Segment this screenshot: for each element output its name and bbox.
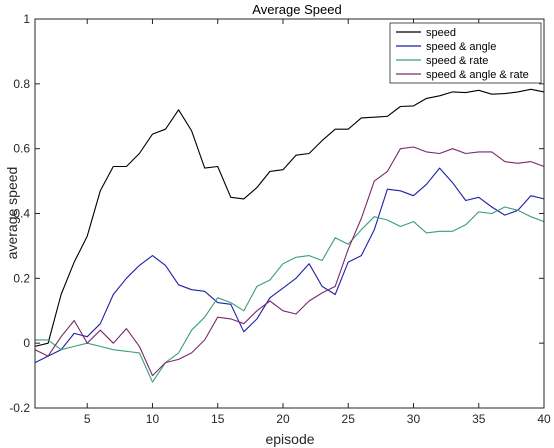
- series-line-1: [34, 88, 545, 347]
- legend-label-2: speed & angle: [426, 41, 496, 53]
- y-tick-label: 0.6: [13, 142, 30, 156]
- ticks-layer: 5 10 15 20 25 30 35 40 -0.2 0 0.2 0.4 0.6 0.8 1: [9, 12, 551, 426]
- legend: speed speed & angle speed & rate speed & an…: [389, 22, 542, 84]
- x-tick-label: 5: [84, 412, 91, 426]
- x-tick-label: 25: [342, 412, 356, 426]
- y-tick-label: -0.2: [9, 401, 30, 415]
- series-line-4: [34, 146, 545, 377]
- y-tick-label: 0.2: [13, 271, 30, 285]
- y-tick-label: 1: [23, 12, 30, 26]
- legend-label-3: speed & rate: [426, 55, 488, 67]
- chart-title: Average Speed: [252, 2, 341, 17]
- series-line-2: [34, 167, 545, 364]
- y-axis-label: average speed: [4, 167, 20, 260]
- legend-label-4: speed & angle & rate: [426, 69, 529, 81]
- legend-label-1: speed: [426, 27, 456, 39]
- y-tick-label: 0: [23, 336, 30, 350]
- y-tick-label: 0.4: [13, 207, 30, 221]
- x-tick-label: 10: [146, 412, 160, 426]
- legend-box: [389, 22, 542, 84]
- x-tick-label: 40: [537, 412, 551, 426]
- plot-area: [35, 19, 544, 408]
- series-layer: [34, 88, 545, 383]
- y-tick-label: 0.8: [13, 77, 30, 91]
- x-tick-label: 15: [211, 412, 225, 426]
- x-tick-label: 35: [472, 412, 486, 426]
- x-tick-label: 20: [276, 412, 290, 426]
- x-axis-label: episode: [265, 431, 314, 447]
- x-tick-label: 30: [407, 412, 421, 426]
- series-line-3: [35, 206, 545, 383]
